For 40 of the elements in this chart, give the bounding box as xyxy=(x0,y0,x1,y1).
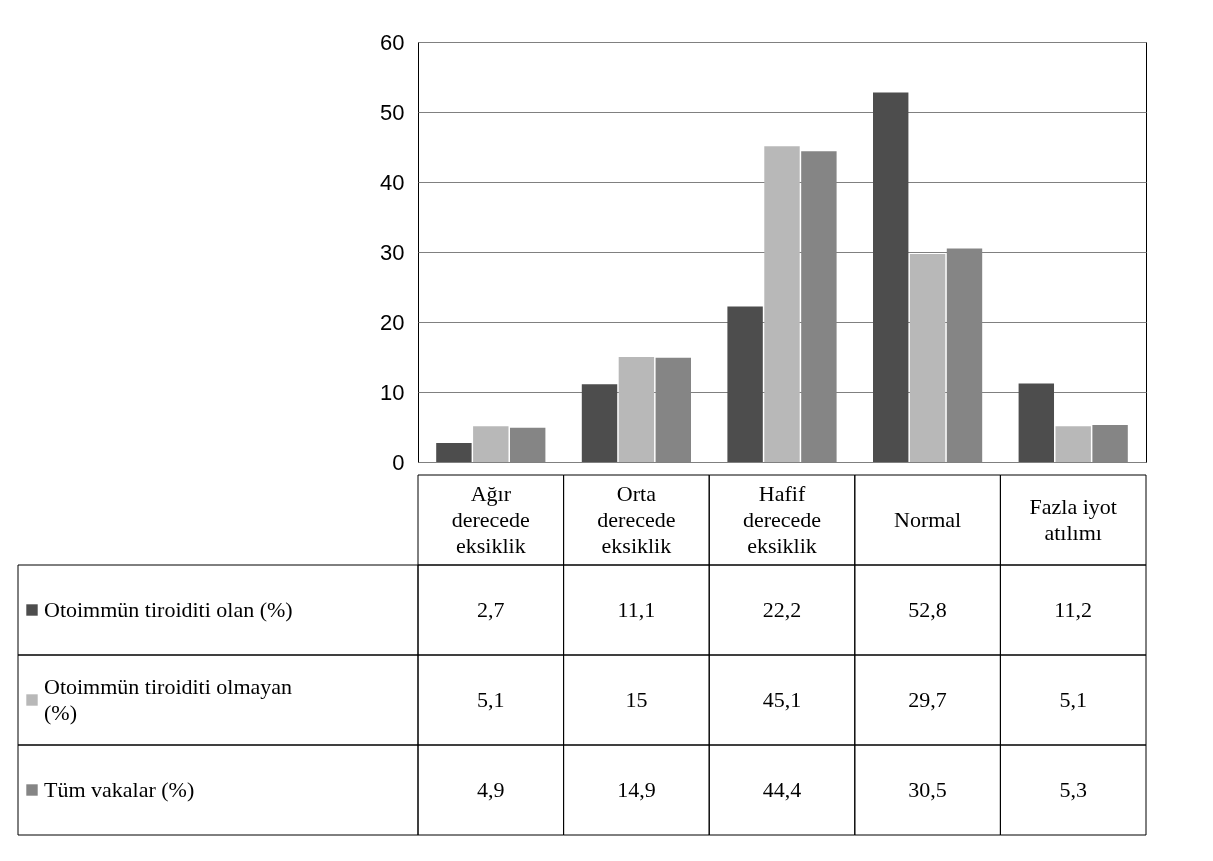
data-label: 11,2 xyxy=(1054,597,1093,622)
data-label: 30,5 xyxy=(908,777,947,802)
bar xyxy=(436,443,472,462)
y-tick-label: 10 xyxy=(380,379,405,405)
y-tick-label: 0 xyxy=(392,449,405,475)
y-tick-label: 50 xyxy=(380,99,405,125)
legend-label: Tüm vakalar (%) xyxy=(44,777,195,802)
data-label: 45,1 xyxy=(762,687,802,712)
data-label: 11,1 xyxy=(617,597,656,622)
y-tick-label: 30 xyxy=(380,239,405,265)
legend-label: Otoimmün tiroiditi olmayan (%) xyxy=(44,674,293,725)
bar xyxy=(473,426,509,462)
bar xyxy=(764,146,800,462)
data-label: 2,7 xyxy=(477,597,505,622)
bar xyxy=(1055,426,1091,462)
y-tick-label: 40 xyxy=(380,169,405,195)
y-tick-label: 60 xyxy=(380,29,405,55)
bar xyxy=(581,384,618,462)
data-label: 15 xyxy=(625,687,648,712)
x-tick-label: Normal xyxy=(894,507,962,532)
data-label: 52,8 xyxy=(908,597,947,622)
legend-label: Otoimmün tiroiditi olan (%) xyxy=(44,597,293,622)
data-label: 14,9 xyxy=(617,777,656,802)
y-tick-label: 20 xyxy=(380,309,405,335)
x-tick-label: Ağır derecede eksiklik xyxy=(451,481,530,558)
x-tick-label: Fazla iyot atılımı xyxy=(1029,494,1117,545)
bar xyxy=(873,92,909,462)
data-label: 4,9 xyxy=(477,777,505,802)
x-tick-label: Orta derecede eksiklik xyxy=(597,481,676,558)
bar xyxy=(618,357,655,462)
data-label: 22,2 xyxy=(762,597,802,622)
data-label: 29,7 xyxy=(908,687,947,712)
data-label: 5,1 xyxy=(477,687,505,712)
bar xyxy=(727,306,763,462)
data-label: 5,1 xyxy=(1059,687,1087,712)
bar xyxy=(909,254,946,462)
data-label: 44,4 xyxy=(762,777,802,802)
bar xyxy=(1018,383,1055,462)
data-label: 5,3 xyxy=(1059,777,1087,802)
x-tick-label: Hafif derecede eksiklik xyxy=(742,481,822,558)
